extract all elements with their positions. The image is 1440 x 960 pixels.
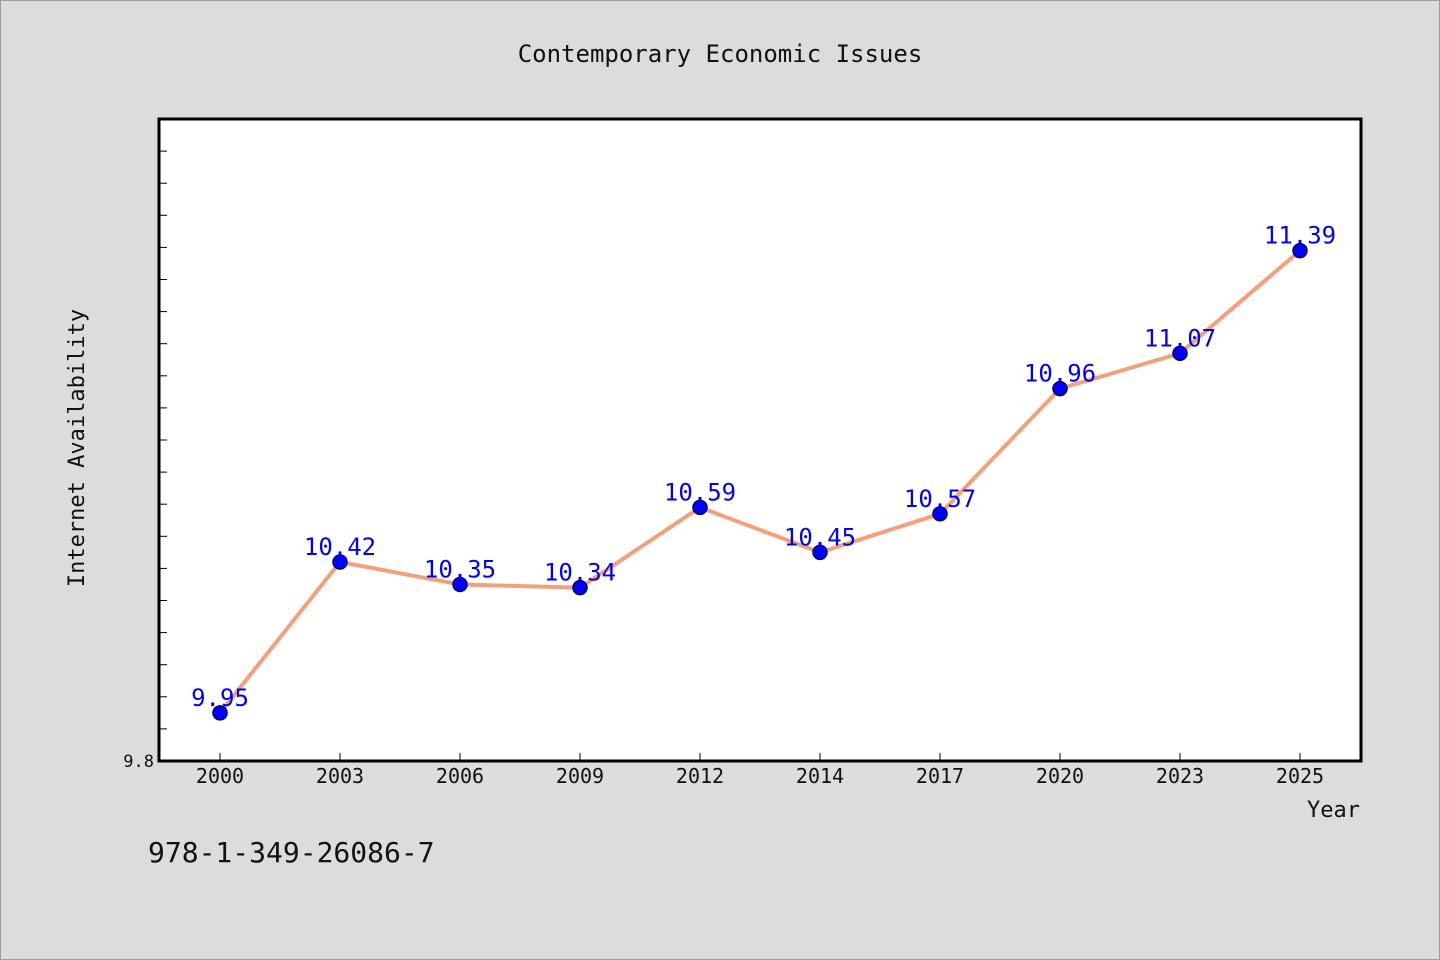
data-label: 11.07: [1144, 324, 1216, 352]
series-line: [218, 248, 1302, 715]
data-point: [1292, 242, 1308, 259]
data-point: [1052, 380, 1068, 397]
plot-area: [157, 117, 1363, 763]
x-tick-label: 2020: [1036, 764, 1084, 788]
y-axis-ticks: 9.8: [123, 150, 167, 772]
data-point: [452, 576, 468, 593]
x-tick-label: 2014: [796, 764, 844, 788]
x-tick-label: 2025: [1276, 764, 1324, 788]
data-label: 10.57: [904, 485, 976, 513]
data-label: 10.42: [304, 533, 376, 561]
data-point: [812, 544, 828, 561]
data-label: 9.95: [191, 684, 249, 712]
chart-title: Contemporary Economic Issues: [518, 40, 923, 68]
data-point: [572, 579, 588, 596]
data-labels: 9.95 10.42 10.35 10.34 10.59 10.45 10.57 10.96 1…: [191, 222, 1336, 712]
x-tick-label: 2017: [916, 764, 964, 788]
data-label: 10.96: [1024, 360, 1096, 388]
data-label: 11.39: [1264, 222, 1336, 250]
data-point: [692, 499, 708, 516]
y-tick-label: 9.8: [123, 752, 154, 772]
data-point: [932, 506, 948, 522]
isbn-text: 978-1-349-26086-7: [148, 836, 435, 869]
x-tick-label: 2003: [316, 764, 364, 788]
series-layer: [212, 242, 1308, 721]
data-label: 10.59: [664, 478, 736, 506]
data-point: [332, 554, 348, 570]
data-label: 10.45: [784, 523, 856, 551]
x-tick-label: 2000: [196, 764, 244, 788]
x-tick-label: 2009: [556, 764, 604, 788]
x-axis-label: Year: [1307, 798, 1360, 823]
y-axis-label: Internet Availability: [65, 309, 90, 587]
x-axis-ticks: 2000 2003 2006 2009 2012 2014 2017 2020 2023 2025: [196, 753, 1324, 788]
x-tick-label: 2023: [1156, 764, 1204, 788]
data-point: [212, 705, 228, 721]
x-tick-label: 2006: [436, 764, 484, 788]
data-label: 10.34: [544, 559, 616, 587]
data-label: 10.35: [424, 555, 496, 583]
data-point: [1172, 345, 1188, 362]
x-tick-label: 2012: [676, 764, 724, 788]
